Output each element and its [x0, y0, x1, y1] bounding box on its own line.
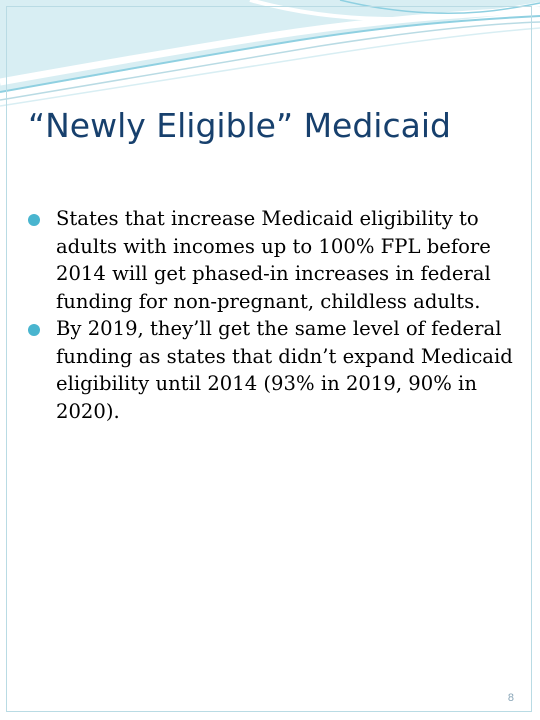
- page-number: 8: [507, 692, 514, 704]
- bullet-item: By 2019, they’ll get the same level of f…: [28, 315, 518, 425]
- bullet-dot-icon: [28, 214, 40, 226]
- header-wave-decoration: [0, 0, 540, 107]
- bullet-text: By 2019, they’ll get the same level of f…: [56, 317, 513, 423]
- bullet-text: States that increase Medicaid eligibilit…: [56, 207, 491, 313]
- bullet-dot-icon: [28, 324, 40, 336]
- slide-title: “Newly Eligible” Medicaid: [28, 106, 451, 145]
- bullet-list: States that increase Medicaid eligibilit…: [28, 205, 518, 425]
- bullet-item: States that increase Medicaid eligibilit…: [28, 205, 518, 315]
